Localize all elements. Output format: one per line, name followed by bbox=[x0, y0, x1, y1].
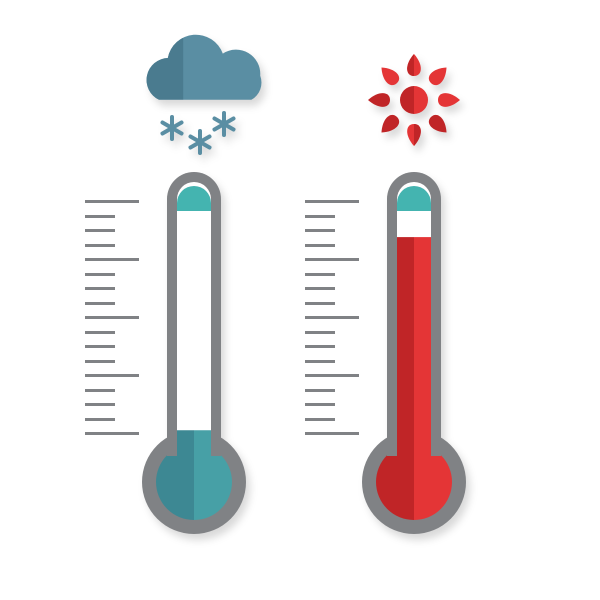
snowflake-icon bbox=[190, 131, 209, 153]
snowflake-icon bbox=[214, 113, 233, 135]
sun-icon bbox=[334, 20, 494, 180]
snowflake-icon bbox=[162, 117, 181, 139]
snow-cloud-icon bbox=[94, 30, 294, 190]
thermometer-hot bbox=[0, 0, 600, 600]
